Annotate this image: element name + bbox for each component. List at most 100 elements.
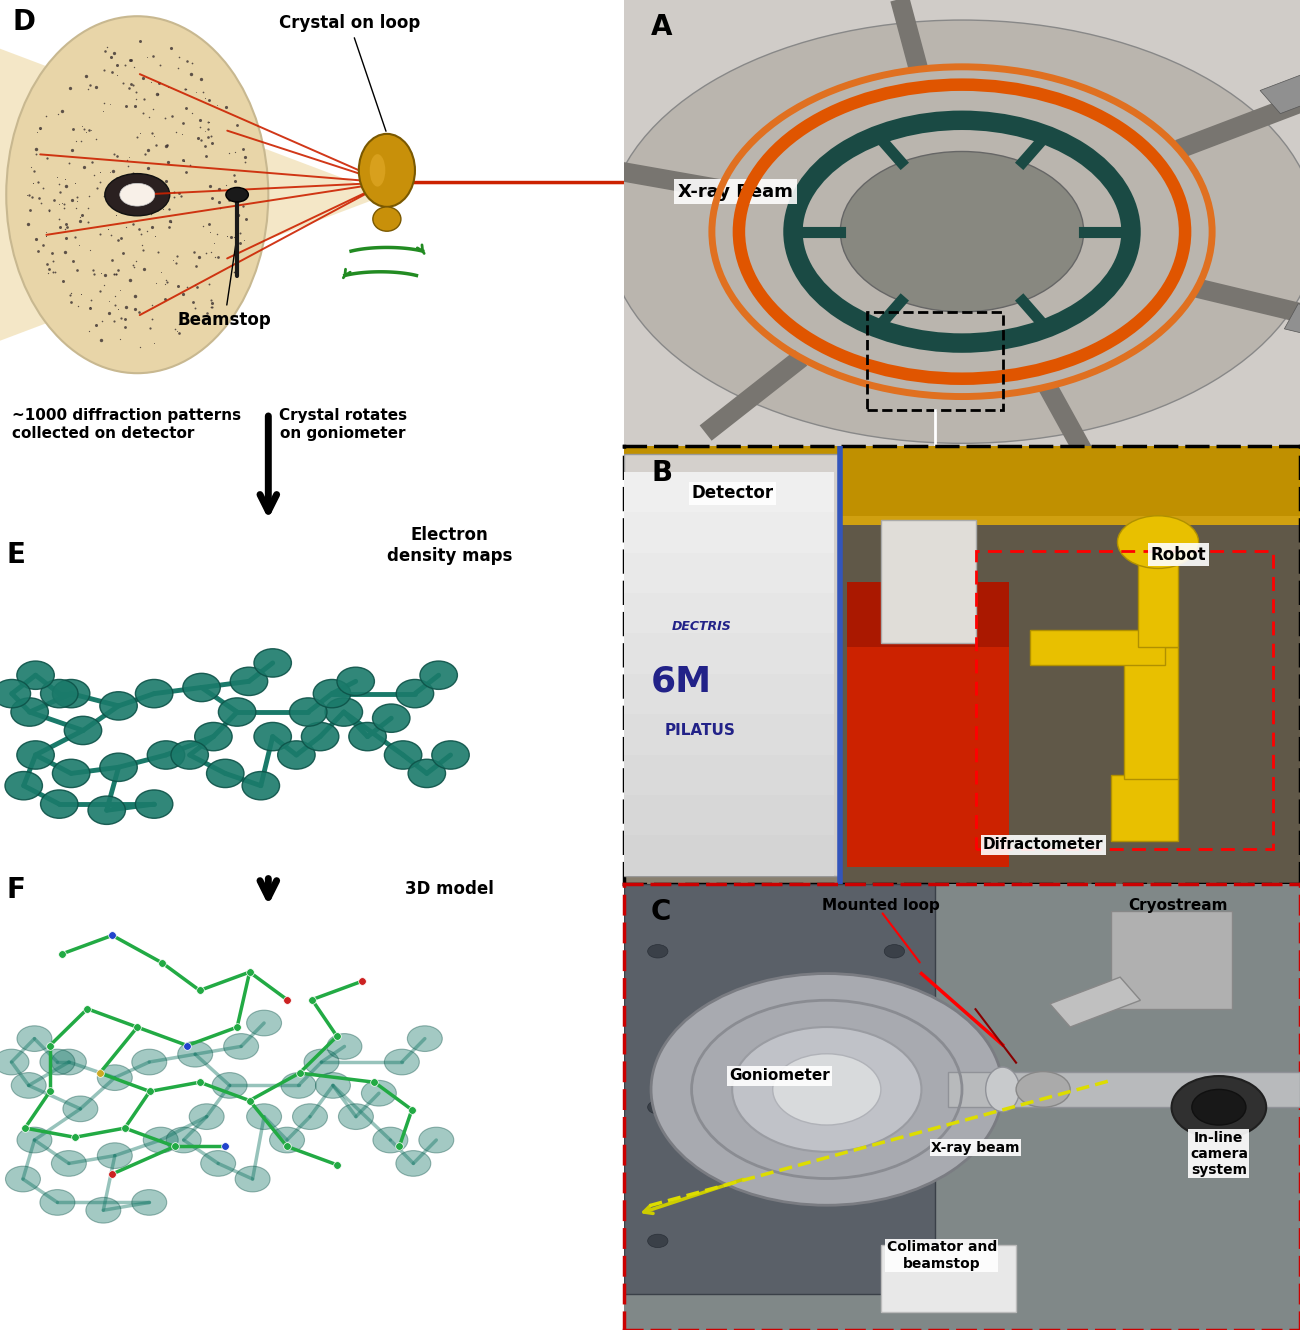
Circle shape bbox=[166, 1128, 202, 1153]
Circle shape bbox=[884, 944, 905, 958]
Circle shape bbox=[840, 152, 1084, 311]
Ellipse shape bbox=[6, 16, 268, 374]
Circle shape bbox=[1017, 1072, 1070, 1107]
Bar bbox=[1030, 630, 1165, 665]
Circle shape bbox=[100, 753, 138, 782]
Circle shape bbox=[325, 698, 363, 726]
Circle shape bbox=[254, 722, 291, 750]
Circle shape bbox=[135, 680, 173, 708]
Circle shape bbox=[235, 1166, 270, 1192]
Text: 6M: 6M bbox=[651, 664, 712, 698]
Circle shape bbox=[281, 1072, 316, 1099]
Text: PILATUS: PILATUS bbox=[664, 724, 736, 738]
Bar bbox=[624, 674, 833, 714]
Circle shape bbox=[385, 741, 421, 769]
Bar bbox=[848, 581, 1009, 648]
Text: In-line
camera
system: In-line camera system bbox=[1190, 1130, 1248, 1177]
Circle shape bbox=[86, 1197, 121, 1224]
Circle shape bbox=[419, 1128, 454, 1153]
Circle shape bbox=[432, 741, 469, 769]
Circle shape bbox=[40, 1189, 75, 1216]
Circle shape bbox=[12, 1072, 47, 1099]
Bar bbox=[881, 520, 975, 642]
Text: Colimator and
beamstop: Colimator and beamstop bbox=[887, 1241, 997, 1270]
Circle shape bbox=[292, 1104, 328, 1129]
Text: Beamstop: Beamstop bbox=[178, 238, 272, 329]
Circle shape bbox=[207, 759, 244, 787]
Circle shape bbox=[178, 1041, 213, 1067]
Circle shape bbox=[647, 1100, 668, 1115]
Circle shape bbox=[17, 741, 55, 769]
Text: Electron
density maps: Electron density maps bbox=[386, 527, 512, 565]
Circle shape bbox=[17, 1025, 52, 1052]
Circle shape bbox=[131, 1189, 166, 1216]
Circle shape bbox=[218, 698, 256, 726]
Circle shape bbox=[98, 1142, 133, 1169]
Circle shape bbox=[40, 790, 78, 818]
Circle shape bbox=[647, 944, 668, 958]
Circle shape bbox=[105, 174, 170, 215]
Circle shape bbox=[183, 673, 220, 702]
Circle shape bbox=[247, 1104, 282, 1129]
Circle shape bbox=[212, 1072, 247, 1099]
Circle shape bbox=[0, 1049, 29, 1075]
Bar bbox=[624, 472, 833, 512]
Bar bbox=[624, 795, 833, 835]
Circle shape bbox=[304, 1049, 339, 1075]
Circle shape bbox=[396, 1150, 430, 1176]
Circle shape bbox=[247, 1011, 282, 1036]
Text: X-ray Beam: X-ray Beam bbox=[679, 182, 793, 201]
Circle shape bbox=[290, 698, 328, 726]
Bar bbox=[1284, 303, 1300, 340]
Text: B: B bbox=[651, 459, 672, 487]
Circle shape bbox=[1192, 1089, 1245, 1125]
Circle shape bbox=[230, 668, 268, 696]
Bar bbox=[644, 447, 710, 491]
Bar bbox=[1110, 911, 1232, 1009]
Circle shape bbox=[313, 680, 351, 708]
Bar bbox=[840, 524, 1300, 884]
Circle shape bbox=[226, 188, 248, 202]
Circle shape bbox=[10, 698, 48, 726]
Circle shape bbox=[408, 759, 446, 787]
Circle shape bbox=[52, 1049, 86, 1075]
Circle shape bbox=[1118, 516, 1199, 568]
Circle shape bbox=[407, 1025, 442, 1052]
Text: E: E bbox=[6, 541, 25, 569]
Bar bbox=[514, 173, 576, 207]
Circle shape bbox=[100, 692, 138, 720]
Circle shape bbox=[361, 1080, 396, 1107]
Circle shape bbox=[98, 1065, 133, 1091]
Text: Cryostream: Cryostream bbox=[1128, 898, 1228, 912]
Bar bbox=[624, 884, 935, 1294]
Circle shape bbox=[147, 741, 185, 769]
Ellipse shape bbox=[607, 20, 1300, 443]
Text: Detector: Detector bbox=[692, 484, 774, 503]
Circle shape bbox=[254, 649, 291, 677]
Bar bbox=[1110, 774, 1178, 841]
Circle shape bbox=[52, 680, 90, 708]
Circle shape bbox=[200, 1150, 235, 1176]
Ellipse shape bbox=[359, 134, 415, 207]
Ellipse shape bbox=[373, 207, 400, 231]
Text: Goniometer: Goniometer bbox=[729, 1068, 829, 1084]
Circle shape bbox=[131, 1049, 166, 1075]
Circle shape bbox=[385, 1049, 420, 1075]
Circle shape bbox=[420, 661, 458, 689]
Circle shape bbox=[373, 1128, 408, 1153]
Circle shape bbox=[0, 680, 31, 708]
Text: Mounted loop: Mounted loop bbox=[822, 898, 940, 912]
Circle shape bbox=[143, 1128, 178, 1153]
Bar bbox=[1124, 648, 1178, 779]
Circle shape bbox=[224, 1033, 259, 1059]
Text: X-ray beam: X-ray beam bbox=[931, 1141, 1019, 1154]
Bar bbox=[624, 446, 1300, 524]
Circle shape bbox=[40, 680, 78, 708]
Circle shape bbox=[732, 1027, 922, 1152]
Circle shape bbox=[269, 1128, 304, 1153]
Bar bbox=[624, 512, 833, 553]
Polygon shape bbox=[0, 49, 387, 340]
Text: Difractometer: Difractometer bbox=[983, 838, 1104, 853]
Text: Crystal on loop: Crystal on loop bbox=[278, 15, 420, 132]
Circle shape bbox=[328, 1033, 361, 1059]
